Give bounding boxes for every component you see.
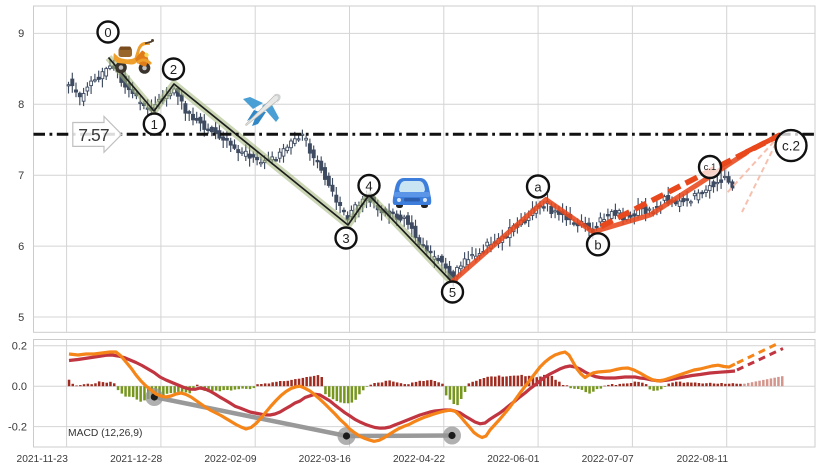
svg-text:0: 0 xyxy=(104,25,111,40)
svg-text:b: b xyxy=(594,237,601,252)
svg-text:2022-06-01: 2022-06-01 xyxy=(487,454,539,465)
svg-text:4: 4 xyxy=(365,179,372,194)
svg-text:5: 5 xyxy=(18,312,24,324)
svg-text:2: 2 xyxy=(170,62,177,77)
svg-text:2021-11-23: 2021-11-23 xyxy=(17,454,69,465)
svg-text:8: 8 xyxy=(18,99,24,111)
svg-text:2021-12-28: 2021-12-28 xyxy=(110,454,162,465)
svg-text:6: 6 xyxy=(18,241,24,253)
svg-text:7.57: 7.57 xyxy=(78,125,109,145)
svg-text:a: a xyxy=(534,180,542,195)
svg-text:2022-07-07: 2022-07-07 xyxy=(582,454,634,465)
svg-text:-0.2: -0.2 xyxy=(8,421,27,433)
svg-text:2022-02-09: 2022-02-09 xyxy=(204,454,256,465)
svg-text:9: 9 xyxy=(18,28,24,40)
svg-text:c.2: c.2 xyxy=(782,139,800,154)
svg-text:3: 3 xyxy=(342,231,349,246)
svg-text:1: 1 xyxy=(151,117,158,132)
svg-text:0.0: 0.0 xyxy=(12,381,27,393)
svg-text:7: 7 xyxy=(18,170,24,182)
svg-text:2022-04-22: 2022-04-22 xyxy=(393,454,445,465)
svg-text:2022-08-11: 2022-08-11 xyxy=(677,454,729,465)
svg-text:0.2: 0.2 xyxy=(12,341,27,353)
svg-text:2022-03-16: 2022-03-16 xyxy=(299,454,351,465)
svg-text:c.1: c.1 xyxy=(704,162,717,173)
svg-text:5: 5 xyxy=(449,285,456,300)
svg-text:MACD (12,26,9): MACD (12,26,9) xyxy=(68,428,142,439)
